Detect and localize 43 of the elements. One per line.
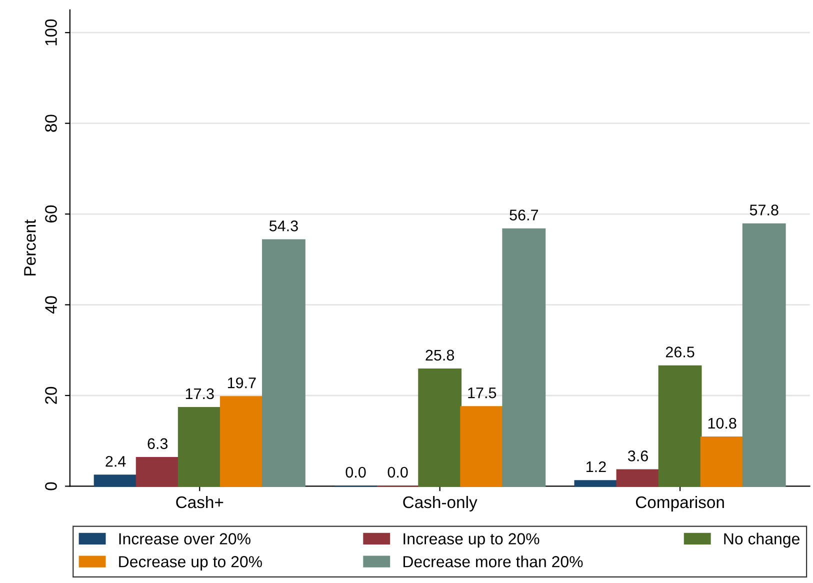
bar (616, 469, 660, 487)
bar (94, 474, 138, 487)
bar (262, 239, 306, 487)
data-label: 2.4 (106, 456, 126, 467)
data-label: 57.8 (750, 204, 778, 216)
bar (700, 436, 744, 487)
x-tick-label: Cash+ (176, 496, 224, 508)
bar (418, 368, 462, 487)
data-label: 0.0 (346, 466, 366, 478)
y-tick-label: 100 (45, 19, 57, 46)
y-tick-label: 60 (45, 205, 57, 222)
bar (220, 396, 264, 487)
legend-label: No change (724, 532, 800, 548)
data-label: 10.8 (708, 418, 736, 429)
y-tick-label: 40 (45, 296, 57, 314)
x-tick-label: Cash-only (403, 496, 478, 512)
data-label: 1.2 (586, 461, 606, 472)
bar (658, 365, 702, 487)
data-label: 0.0 (388, 466, 408, 478)
data-label: 25.8 (426, 350, 454, 361)
bar (742, 223, 786, 487)
y-axis-title: Percent (24, 219, 36, 276)
bar (136, 456, 180, 487)
legend-label: Increase up to 20% (404, 533, 540, 548)
bar (460, 406, 504, 487)
data-label: 26.5 (666, 346, 694, 358)
bar (502, 228, 546, 487)
data-label: 6.3 (148, 438, 168, 450)
y-tick-label: 0 (45, 482, 57, 490)
data-label: 56.7 (510, 210, 538, 220)
legend-label: Decrease more than 20% (403, 556, 583, 568)
data-label: 3.6 (628, 450, 648, 462)
y-tick-label: 80 (45, 114, 57, 132)
data-label: 17.3 (186, 388, 214, 400)
y-tick-label: 20 (45, 386, 57, 404)
data-label: 19.7 (228, 377, 256, 388)
data-label: 54.3 (269, 220, 298, 232)
x-tick-label: Comparison (636, 496, 724, 512)
data-label: 17.5 (468, 388, 496, 398)
bar (178, 407, 222, 487)
legend-label: Increase over 20% (119, 533, 250, 544)
legend-label: Decrease up to 20% (119, 556, 262, 570)
bar (574, 480, 618, 487)
